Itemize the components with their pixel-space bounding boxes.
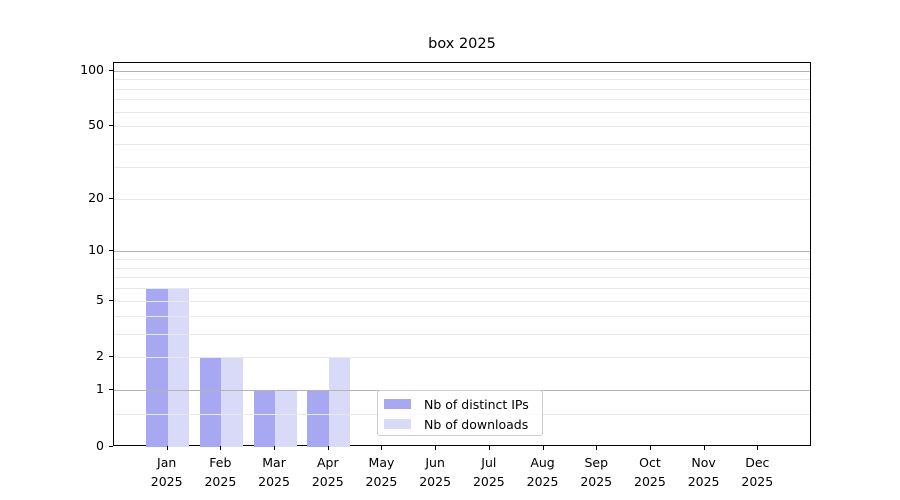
legend: Nb of distinct IPs Nb of downloads xyxy=(377,390,543,436)
x-tick-label: Jun 2025 xyxy=(419,455,452,489)
x-tick-label: Sep 2025 xyxy=(580,455,613,489)
x-tick xyxy=(596,446,598,450)
bar-downloads-feb xyxy=(221,357,243,447)
x-tick-label: Apr 2025 xyxy=(311,455,344,489)
x-tick-label: Nov 2025 xyxy=(687,455,720,489)
x-tick-label: Oct 2025 xyxy=(634,455,666,489)
y-tick-label: 20 xyxy=(88,189,104,205)
x-tick xyxy=(757,446,759,450)
y-gridline-minor xyxy=(114,111,810,113)
x-tick xyxy=(220,446,222,450)
x-tick xyxy=(488,446,490,450)
x-tick-label: Dec 2025 xyxy=(741,455,774,489)
y-gridline-minor xyxy=(114,267,810,269)
x-tick-label: May 2025 xyxy=(365,455,398,489)
y-gridline-minor xyxy=(114,126,810,128)
y-gridline-minor xyxy=(114,277,810,279)
x-tick xyxy=(166,446,168,450)
y-tick xyxy=(109,125,113,127)
y-gridline-minor xyxy=(114,144,810,146)
bar-downloads-mar xyxy=(275,390,297,447)
y-tick xyxy=(109,69,113,71)
y-gridline-minor xyxy=(114,167,810,168)
y-gridline-minor xyxy=(114,288,810,290)
y-tick xyxy=(109,446,113,447)
plot-area xyxy=(113,62,811,447)
y-gridline-minor xyxy=(114,198,810,200)
y-gridline-minor xyxy=(114,315,810,317)
x-tick xyxy=(703,446,705,450)
bar-downloads-apr xyxy=(328,357,351,447)
y-tick xyxy=(109,197,113,199)
bar-distinct-ips-feb xyxy=(199,357,222,447)
y-gridline-minor xyxy=(114,357,810,359)
y-gridline-minor xyxy=(114,259,810,261)
y-gridline-minor xyxy=(114,99,810,101)
y-tick-label: 2 xyxy=(96,348,104,364)
legend-item-distinct-ips: Nb of distinct IPs xyxy=(384,394,538,414)
bar-distinct-ips-mar xyxy=(253,390,276,447)
y-tick-label: 100 xyxy=(80,61,104,77)
y-gridline-minor xyxy=(114,300,810,302)
x-tick xyxy=(381,446,383,450)
x-tick-label: Aug 2025 xyxy=(526,455,559,489)
legend-swatch-distinct-ips xyxy=(384,399,411,409)
legend-label-downloads: Nb of downloads xyxy=(424,416,529,432)
y-gridline-minor xyxy=(114,333,810,335)
y-tick-label: 50 xyxy=(88,117,104,133)
x-tick xyxy=(327,446,329,450)
bar-distinct-ips-apr xyxy=(307,390,329,447)
y-tick xyxy=(109,389,113,391)
x-tick-label: Feb 2025 xyxy=(204,455,237,489)
x-tick xyxy=(542,446,544,450)
y-tick-label: 0 xyxy=(96,438,104,453)
y-tick xyxy=(109,250,113,252)
y-tick xyxy=(109,299,113,301)
x-tick-label: Jul 2025 xyxy=(472,455,505,489)
x-tick-label: Jan 2025 xyxy=(150,455,183,489)
y-tick xyxy=(109,356,113,358)
x-tick xyxy=(435,446,437,450)
y-tick-label: 10 xyxy=(88,242,104,258)
x-tick xyxy=(649,446,651,450)
legend-item-downloads: Nb of downloads xyxy=(384,414,538,434)
x-tick xyxy=(274,446,276,450)
bar-distinct-ips-jan xyxy=(146,288,168,447)
x-tick-label: Mar 2025 xyxy=(258,455,290,489)
chart-title: box 2025 xyxy=(428,36,496,52)
y-gridline-minor xyxy=(114,79,810,81)
y-tick-label: 1 xyxy=(96,381,104,397)
y-gridline-minor xyxy=(114,88,810,90)
y-gridline-major xyxy=(114,251,810,253)
legend-swatch-downloads xyxy=(384,419,411,429)
bar-downloads-jan xyxy=(167,288,190,447)
legend-label-distinct-ips: Nb of distinct IPs xyxy=(424,396,529,412)
y-gridline-major xyxy=(114,70,810,72)
y-tick-label: 5 xyxy=(96,291,104,307)
